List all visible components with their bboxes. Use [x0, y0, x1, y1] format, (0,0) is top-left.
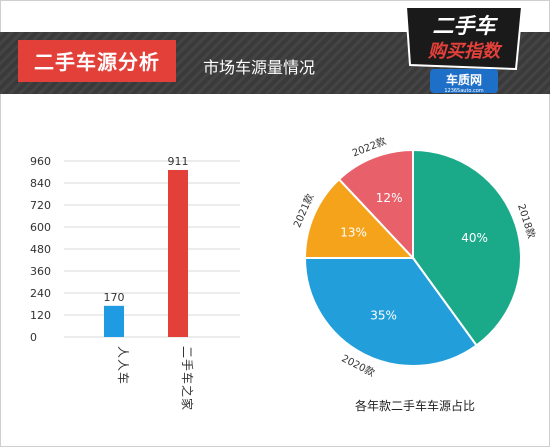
bar-value-label: 170	[104, 291, 125, 304]
y-tick-label: 960	[30, 155, 51, 168]
y-tick-label: 0	[30, 331, 37, 344]
y-tick-label: 840	[30, 177, 51, 190]
y-tick-label: 240	[30, 287, 51, 300]
page-subtitle: 市场车源量情况	[203, 58, 316, 77]
x-category-label: 车	[116, 372, 131, 384]
x-category-label: 二	[180, 346, 194, 358]
bar-ershouchezhijia	[168, 169, 188, 337]
logo-line1: 二手车	[433, 14, 499, 38]
pie-slice-2020	[303, 257, 478, 367]
x-category-label: 之	[180, 385, 194, 397]
y-tick-label: 720	[30, 199, 51, 212]
bar-renrenche	[104, 305, 124, 337]
y-tick-label: 120	[30, 309, 51, 322]
logo-line2: 购买指数	[427, 41, 503, 62]
logo-url: 12365auto.com	[444, 88, 483, 94]
pie-percent-label: 13%	[340, 225, 367, 239]
pie-percent-label: 35%	[370, 309, 397, 323]
pie-percent-label: 40%	[461, 231, 488, 245]
y-tick-label: 360	[30, 265, 51, 278]
bar-value-label: 911	[168, 155, 189, 168]
page-title: 二手车源分析	[18, 40, 176, 82]
x-category-label: 人	[116, 359, 130, 371]
x-category-label: 家	[180, 398, 195, 410]
x-category-label: 人	[116, 346, 130, 358]
pie-slice-2022	[337, 148, 414, 261]
x-category-label: 车	[180, 372, 195, 384]
pie-slice-2018	[412, 148, 522, 347]
y-tick-label: 480	[30, 243, 51, 256]
x-category-label: 手	[180, 359, 194, 371]
pie-chart-title: 各年款二手车车源占比	[354, 399, 475, 413]
pie-slice-2021	[303, 177, 416, 259]
y-tick-label: 600	[30, 221, 51, 234]
logo-brand: 车质网	[446, 72, 482, 87]
brand-logo: 二手车 购买指数 车质网 12365auto.com	[404, 6, 524, 94]
pie-percent-label: 12%	[376, 191, 403, 205]
